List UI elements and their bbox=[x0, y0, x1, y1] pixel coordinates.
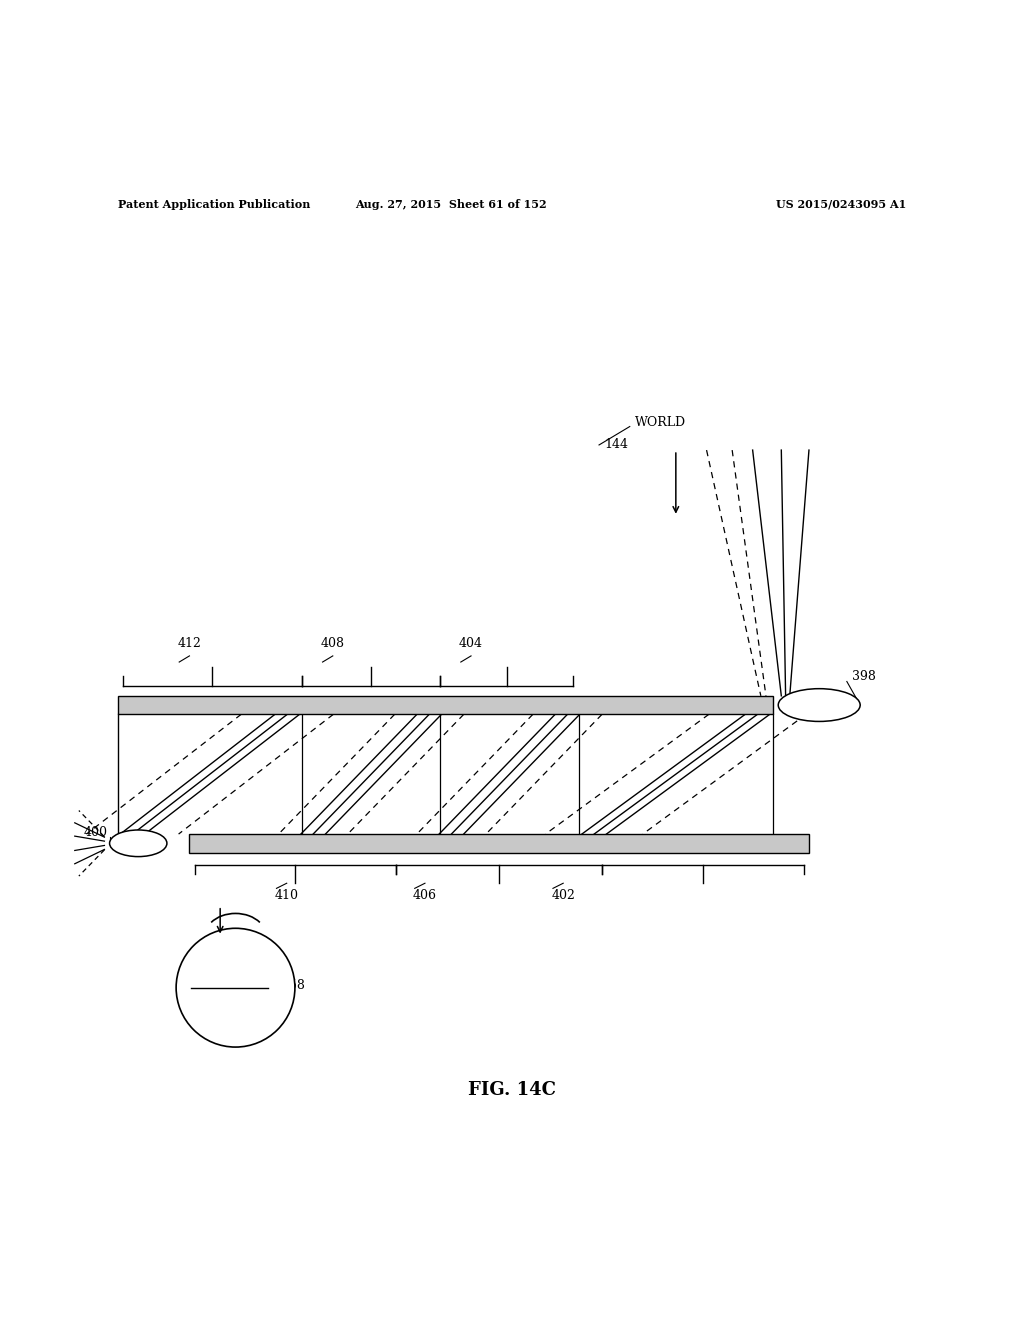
Text: US 2015/0243095 A1: US 2015/0243095 A1 bbox=[776, 199, 906, 210]
Bar bbox=[118, 696, 773, 714]
Text: 408: 408 bbox=[321, 638, 345, 651]
Text: WORLD: WORLD bbox=[635, 416, 686, 429]
Text: 144: 144 bbox=[604, 438, 628, 451]
Text: 410: 410 bbox=[274, 890, 299, 902]
Text: 412: 412 bbox=[177, 638, 202, 651]
Text: FIG. 14C: FIG. 14C bbox=[468, 1081, 556, 1100]
Text: 58: 58 bbox=[289, 979, 305, 993]
Text: 400: 400 bbox=[84, 825, 108, 838]
Text: 404: 404 bbox=[459, 638, 483, 651]
Text: 402: 402 bbox=[551, 890, 575, 902]
Ellipse shape bbox=[110, 830, 167, 857]
Text: Aug. 27, 2015  Sheet 61 of 152: Aug. 27, 2015 Sheet 61 of 152 bbox=[354, 199, 547, 210]
Text: Patent Application Publication: Patent Application Publication bbox=[118, 199, 310, 210]
Text: 398: 398 bbox=[852, 669, 876, 682]
Bar bbox=[189, 834, 809, 853]
Circle shape bbox=[176, 928, 295, 1047]
Text: 406: 406 bbox=[413, 890, 437, 902]
Ellipse shape bbox=[778, 689, 860, 722]
